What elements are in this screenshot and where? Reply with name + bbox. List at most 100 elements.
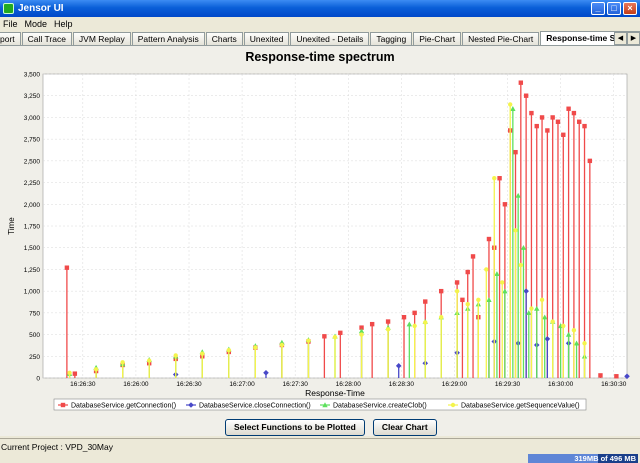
tab-charts[interactable]: Charts: [205, 32, 243, 45]
tab-pie-chart[interactable]: Pie-Chart: [413, 32, 462, 45]
data-point: [497, 176, 502, 181]
y-tick-label: 1,250: [24, 267, 41, 274]
data-point: [322, 334, 327, 339]
x-axis-label: Response-Time: [305, 388, 365, 398]
y-tick-label: 1,500: [24, 245, 41, 252]
y-tick-label: 500: [29, 332, 40, 339]
data-point: [173, 353, 178, 358]
tab-unexited[interactable]: Unexited: [243, 32, 290, 45]
data-point: [526, 310, 532, 316]
x-tick-label: 16:28:30: [389, 381, 415, 388]
data-point: [513, 149, 518, 155]
data-point: [550, 115, 555, 120]
data-point: [64, 265, 70, 270]
data-point: [508, 102, 513, 107]
y-tick-label: 750: [29, 310, 40, 317]
y-tick-label: 3,500: [24, 72, 41, 79]
data-point: [566, 106, 571, 111]
y-tick-label: 3,000: [24, 115, 41, 122]
y-axis-label: Time: [7, 217, 16, 235]
y-tick-label: 0: [36, 376, 40, 383]
data-point: [529, 306, 534, 311]
data-point: [534, 305, 540, 311]
y-tick-label: 2,750: [24, 137, 41, 144]
data-point: [502, 288, 508, 294]
chart-buttons: Select Functions to be Plotted Clear Cha…: [225, 419, 445, 436]
data-point: [571, 328, 577, 333]
data-point: [465, 269, 470, 275]
x-tick-label: 16:30:30: [601, 381, 627, 388]
data-point: [582, 341, 587, 346]
x-tick-label: 16:26:30: [176, 381, 202, 388]
data-point: [460, 297, 465, 303]
tab-pattern-analysis[interactable]: Pattern Analysis: [131, 32, 205, 45]
data-point: [454, 280, 460, 285]
tab-jvm-replay[interactable]: JVM Replay: [72, 32, 131, 45]
y-tick-label: 2,000: [24, 202, 41, 209]
data-point: [332, 334, 338, 340]
tab-call-trace[interactable]: Call Trace: [21, 32, 72, 45]
data-point: [359, 325, 364, 330]
tab-unexited-details[interactable]: Unexited - Details: [290, 32, 370, 45]
data-point: [226, 348, 232, 353]
legend: DatabaseService.getConnection() DatabaseS…: [53, 398, 587, 411]
data-point: [406, 321, 413, 327]
memory-indicator[interactable]: 319MB of 496 MB: [528, 454, 638, 463]
data-point: [500, 280, 505, 285]
menu-help[interactable]: Help: [54, 18, 73, 29]
data-point: [120, 360, 125, 365]
data-point: [200, 351, 205, 356]
tab-tagging[interactable]: Tagging: [370, 32, 413, 45]
minimize-button[interactable]: _: [591, 2, 605, 15]
y-tick-label: 250: [29, 354, 40, 361]
data-point: [263, 369, 269, 376]
tab-scroll-left-icon[interactable]: ◀: [614, 32, 627, 45]
menu-bar: File Mode Help: [0, 17, 640, 30]
y-tick-label: 2,250: [24, 180, 41, 187]
tab-scroll-arrows: ◀ ▶: [614, 32, 640, 45]
menu-file[interactable]: File: [3, 18, 18, 29]
data-point: [279, 342, 285, 348]
data-point: [502, 202, 508, 207]
legend-label: DatabaseService.closeConnection(): [199, 403, 311, 410]
data-point: [539, 297, 545, 303]
memory-text: 319MB of 496 MB: [574, 454, 636, 463]
tab-nested-pie-chart[interactable]: Nested Pie-Chart: [462, 32, 540, 45]
menu-mode[interactable]: Mode: [24, 18, 48, 29]
data-point: [359, 332, 364, 337]
data-point: [492, 176, 497, 181]
tab-scroll-right-icon[interactable]: ▶: [627, 32, 640, 45]
tab-strip: port Call Trace JVM Replay Pattern Analy…: [0, 31, 640, 46]
data-point: [146, 358, 152, 363]
data-point: [401, 315, 407, 320]
clear-chart-button[interactable]: Clear Chart: [372, 419, 437, 436]
data-point: [598, 373, 603, 378]
maximize-button[interactable]: □: [607, 2, 621, 15]
data-point: [565, 331, 572, 337]
close-button[interactable]: ×: [623, 2, 637, 15]
window-titlebar: Jensor UI _ □ ×: [0, 0, 640, 17]
select-functions-button[interactable]: Select Functions to be Plotted: [225, 419, 365, 436]
data-point: [577, 119, 582, 124]
data-point: [395, 363, 402, 369]
data-point: [253, 345, 258, 350]
x-tick-label: 16:26:00: [123, 381, 149, 388]
tab-report[interactable]: port: [0, 32, 21, 45]
x-tick-label: 16:28:00: [336, 381, 362, 388]
data-point: [358, 328, 365, 334]
legend-marker: [60, 402, 66, 408]
series-4: [67, 102, 587, 378]
data-point: [550, 319, 555, 324]
data-point: [72, 371, 78, 376]
data-point: [529, 110, 534, 116]
data-point: [515, 192, 521, 198]
data-point: [438, 288, 444, 294]
data-point: [510, 106, 516, 111]
data-point: [470, 254, 476, 259]
chart-title: Response-time spectrum: [245, 50, 395, 64]
data-point: [412, 310, 417, 316]
legend-label: DatabaseService.createClob(): [333, 403, 427, 410]
data-point: [561, 323, 566, 329]
legend-label: DatabaseService.getConnection(): [71, 403, 176, 410]
memory-fill: [528, 454, 599, 463]
